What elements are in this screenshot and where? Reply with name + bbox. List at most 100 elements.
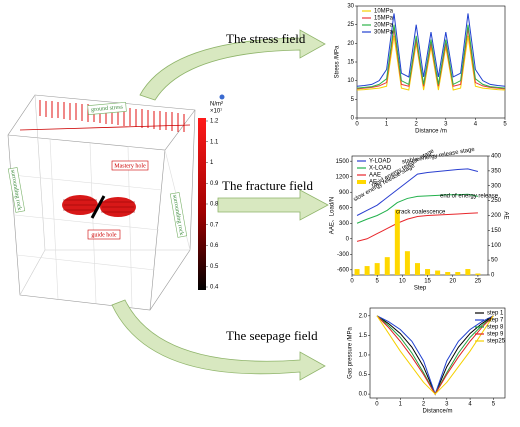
- y2-tick-label: 250: [491, 198, 502, 204]
- x-tick-label: 3: [445, 402, 449, 408]
- x-tick-label: 2: [415, 122, 419, 128]
- x-axis-label: Distance/m: [422, 409, 452, 415]
- ground-stress-arrows: [19, 100, 191, 132]
- bar: [384, 257, 390, 275]
- y-tick-label: 600: [339, 205, 350, 211]
- y-tick-label: -300: [337, 252, 350, 258]
- y2-tick-label: 0: [491, 273, 495, 279]
- y-tick-label: 0: [351, 116, 355, 122]
- x-tick-label: 4: [474, 122, 478, 128]
- bar: [465, 269, 471, 275]
- y-axis-label: Gas pressure /MPa: [348, 326, 354, 378]
- label-box: [7, 167, 26, 213]
- y2-tick-label: 200: [491, 213, 502, 219]
- line: [356, 35, 506, 91]
- box-edge: [34, 94, 46, 251]
- colorbar-label: 0.4: [210, 285, 219, 291]
- label: ground stress: [91, 104, 124, 113]
- x-tick-label: 5: [376, 279, 380, 285]
- y2-tick-label: 300: [491, 183, 502, 189]
- x-axis-label: Step: [414, 286, 427, 292]
- hole-lines: [63, 199, 135, 213]
- label-box: [87, 102, 127, 115]
- guide: [90, 195, 106, 219]
- y-tick-label: 30: [347, 4, 354, 10]
- y-tick-label: 0.5: [359, 372, 368, 378]
- colorbar-label: 0.7: [210, 222, 219, 228]
- legend-label: Y-LOAD: [369, 159, 391, 165]
- legend-label: step 9: [487, 332, 504, 338]
- bar: [455, 272, 461, 275]
- bar: [394, 209, 400, 275]
- y2-tick-label: 150: [491, 228, 502, 234]
- y-tick-label: 1.5: [359, 333, 368, 339]
- x-tick-label: 1: [385, 122, 389, 128]
- legend-label: X-LOAD: [369, 166, 392, 172]
- line: [356, 168, 479, 216]
- y2-tick-label: 50: [491, 258, 498, 264]
- x-tick-label: 0: [355, 122, 359, 128]
- x-tick-label: 10: [399, 279, 406, 285]
- bar: [374, 263, 380, 275]
- bar: [354, 269, 360, 275]
- bar: [435, 270, 441, 275]
- bar: [364, 266, 370, 275]
- arrows-base: [19, 124, 191, 131]
- annotation: crack coalescence: [396, 210, 446, 216]
- arrow: [111, 299, 326, 381]
- y2-tick-label: 100: [491, 243, 502, 249]
- annotation: end of energy release: [440, 194, 499, 200]
- colorbar-label: 0.9: [210, 181, 219, 187]
- box-edge: [7, 109, 196, 151]
- x-tick-label: 15: [424, 279, 431, 285]
- y-tick-label: 1200: [336, 174, 350, 180]
- plot-frame: [369, 307, 506, 399]
- legend-swatch: [357, 180, 366, 184]
- y-tick-label: 5: [351, 97, 355, 103]
- y-tick-label: 0: [346, 236, 350, 242]
- x-tick-label: 5: [503, 122, 507, 128]
- y-tick-label: 10: [347, 78, 354, 84]
- line: [356, 28, 506, 90]
- y-tick-label: -600: [337, 267, 350, 273]
- colorbar-scale: ×10⁷: [210, 108, 222, 115]
- label: guide hole: [91, 232, 116, 238]
- field-label: The fracture field: [222, 178, 313, 193]
- bar: [475, 273, 481, 275]
- bar: [445, 272, 451, 275]
- colorbar-unit: N/m²: [210, 102, 223, 108]
- x-tick-label: 20: [449, 279, 456, 285]
- y-axis-label: AAE、Load/N: [330, 197, 336, 234]
- colorbar-label: 1: [210, 160, 214, 166]
- field-arrows: [111, 29, 329, 381]
- y-tick-label: 2.0: [359, 313, 368, 319]
- x-tick-label: 25: [475, 279, 482, 285]
- bar: [425, 269, 431, 275]
- x-tick-label: 1: [399, 402, 403, 408]
- colorbar-label: 1.2: [210, 119, 219, 125]
- colorbar-label: 0.5: [210, 264, 219, 270]
- grid: [11, 138, 191, 308]
- bar: [414, 263, 420, 275]
- x-tick-label: 3: [444, 122, 448, 128]
- x-axis-label: Distance /m: [415, 129, 447, 135]
- line: [356, 24, 506, 89]
- legend-label: step 7: [487, 318, 504, 324]
- line: [376, 315, 494, 395]
- label-box: [87, 229, 121, 240]
- y2-axis-label: AE: [502, 211, 508, 219]
- y-tick-label: 25: [347, 22, 354, 28]
- legend-label: 20MPa: [374, 23, 394, 29]
- colorbar: [198, 118, 206, 290]
- y2-tick-label: 400: [491, 154, 502, 160]
- legend-label: 15MPa: [374, 16, 394, 22]
- holes: [62, 195, 136, 219]
- x-tick-label: 0: [350, 279, 354, 285]
- y-tick-label: 15: [347, 60, 354, 66]
- arrow: [217, 189, 329, 221]
- colorbar-label: 1.1: [210, 139, 219, 145]
- arrows: [39, 100, 185, 132]
- y2-tick-label: 350: [491, 168, 502, 174]
- label: Mastery hole: [114, 163, 146, 169]
